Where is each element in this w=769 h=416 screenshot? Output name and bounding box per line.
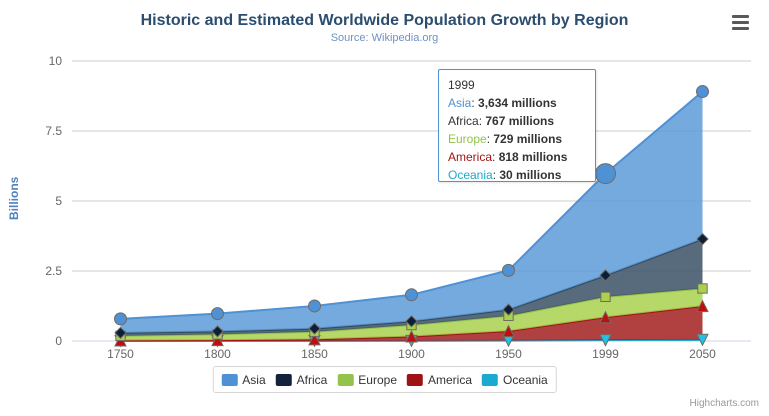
svg-text:2050: 2050 xyxy=(689,347,716,361)
svg-text:10: 10 xyxy=(49,54,63,68)
svg-text:0: 0 xyxy=(55,334,62,348)
svg-text:1800: 1800 xyxy=(204,347,231,361)
svg-text:1900: 1900 xyxy=(398,347,425,361)
svg-text:7.5: 7.5 xyxy=(45,124,62,138)
svg-text:1750: 1750 xyxy=(107,347,134,361)
svg-text:1999: 1999 xyxy=(592,347,619,361)
svg-text:2.5: 2.5 xyxy=(45,264,62,278)
svg-text:5: 5 xyxy=(55,194,62,208)
svg-text:1950: 1950 xyxy=(495,347,522,361)
svg-text:1850: 1850 xyxy=(301,347,328,361)
